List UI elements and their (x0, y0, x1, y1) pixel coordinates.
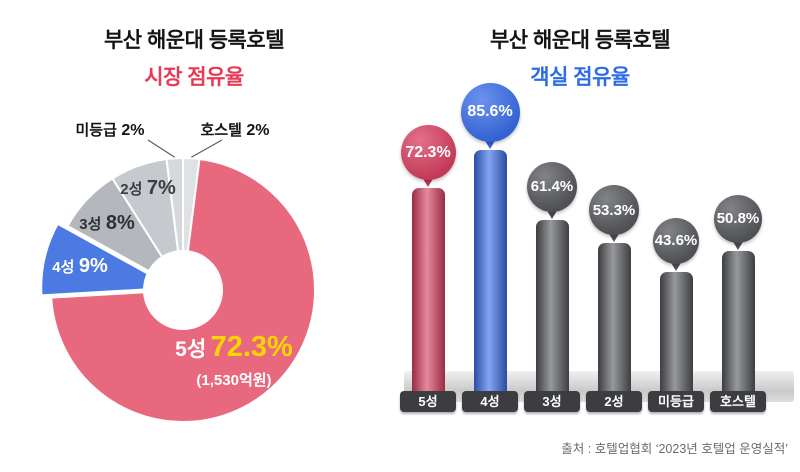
pie-label-grade2-value: 7% (146, 177, 176, 199)
pie-label-grade3: 3성 8% (62, 212, 152, 235)
market-share-title: 부산 해운대 등록호텔 시장 점유율 (8, 24, 380, 91)
pie-label-unrated: 미등급 2% (55, 119, 165, 140)
market-share-title-line1: 부산 해운대 등록호텔 (103, 29, 285, 52)
bar-bubble-pointer (484, 138, 496, 149)
bar-value-grade2: 53.3% (589, 185, 639, 236)
occupancy-title-line1: 부산 해운대 등록호텔 (489, 29, 671, 52)
bar-bubble-pointer (732, 239, 744, 250)
bar-bubble-pointer (670, 260, 682, 271)
bar-bubble-pointer (608, 232, 620, 243)
bar-grade4 (473, 149, 507, 398)
pie-label-hostel-value: 2% (246, 122, 270, 139)
bar-value-grade3: 61.4% (527, 161, 577, 212)
pie-label-hostel-name: 호스텔 (200, 122, 242, 139)
pie-label-grade4: 4성 9% (30, 255, 130, 278)
bar-grade5 (411, 188, 445, 398)
pie-slice-grade4 (40, 222, 177, 297)
occupancy-title: 부산 해운대 등록호텔 객실 점유율 (402, 24, 758, 91)
pie-callout-line (191, 139, 223, 158)
bar-value-hostel: 50.8% (714, 194, 762, 243)
donut-hole (143, 250, 223, 330)
bar-chart-floor (404, 371, 794, 402)
pie-label-grade2-name: 2성 (120, 181, 143, 198)
pie-label-unrated-name: 미등급 (75, 122, 117, 139)
pie-label-hostel: 호스텔 2% (185, 119, 285, 140)
occupancy-subtitle: 객실 점유율 (530, 66, 630, 89)
pie-label-grade3-name: 3성 (79, 216, 102, 233)
pie-label-grade5-line: 5성 72.3% (150, 331, 318, 364)
pie-label-grade5-note: (1,530억원) (196, 372, 272, 389)
bar-bubble-pointer (422, 177, 434, 188)
pie-callout-line (147, 139, 175, 158)
pie-label-grade4-value: 9% (78, 255, 108, 277)
pie-label-grade5: 5성 72.3% (1,530억원) (150, 331, 318, 390)
pie-label-grade5-name: 5성 (175, 338, 207, 361)
bar-bubble-pointer (546, 208, 558, 219)
pie-label-grade3-value: 8% (105, 212, 135, 234)
pie-label-unrated-value: 2% (121, 122, 145, 139)
bar-value-grade4: 85.6% (460, 82, 520, 142)
source-note: 출처 : 호텔업협회 ‘2023년 호텔업 운영실적’ (561, 442, 788, 456)
pie-label-grade5-value: 72.3% (210, 331, 293, 363)
bar-value-grade5: 72.3% (400, 125, 456, 181)
pie-label-grade4-name: 4성 (52, 259, 75, 276)
pie-label-grade2: 2성 7% (103, 177, 193, 200)
bar-value-unrated: 43.6% (653, 217, 699, 264)
market-share-subtitle: 시장 점유율 (144, 66, 244, 89)
pie-chart (40, 139, 316, 423)
